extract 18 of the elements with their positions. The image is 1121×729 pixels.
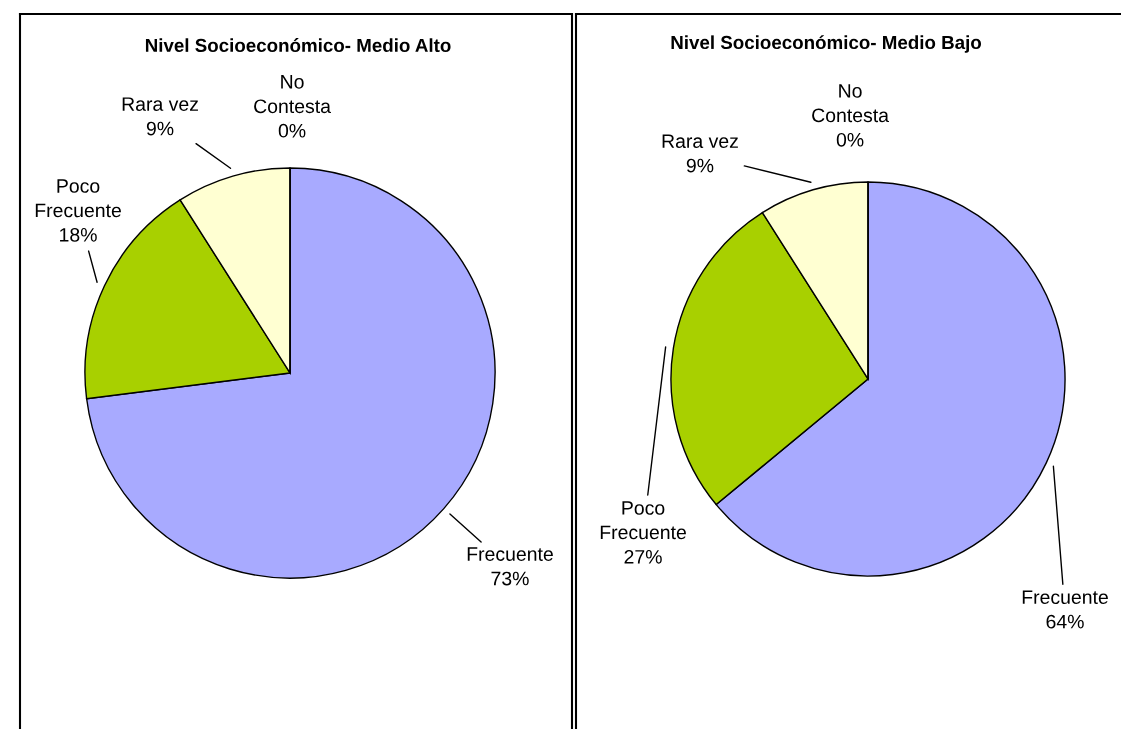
data-label: 27% [624,549,662,564]
chart-title: Nivel Socioeconómico- Medio Alto [145,38,451,53]
slice-label: Rara vez [122,97,198,111]
text: 0% [836,132,864,147]
data-label: 73% [491,571,529,586]
data-label: 9% [146,121,174,136]
slice-label: Rara vez [662,134,738,148]
slice-label: Frecuente [467,547,553,561]
slice-label: Poco Frecuente [600,501,686,540]
text: 0% [278,123,306,138]
slice-label: Frecuente [1022,590,1108,605]
chart-title: Nivel Socioeconómico- Medio Bajo [671,35,982,53]
slice-label: Poco Frecuente [35,179,121,218]
category-label: No Contesta [812,84,889,123]
category-label: No Contesta [254,75,331,114]
data-label: 9% [686,158,714,173]
data-label: 18% [60,227,97,242]
data-label: 64% [1046,614,1084,629]
